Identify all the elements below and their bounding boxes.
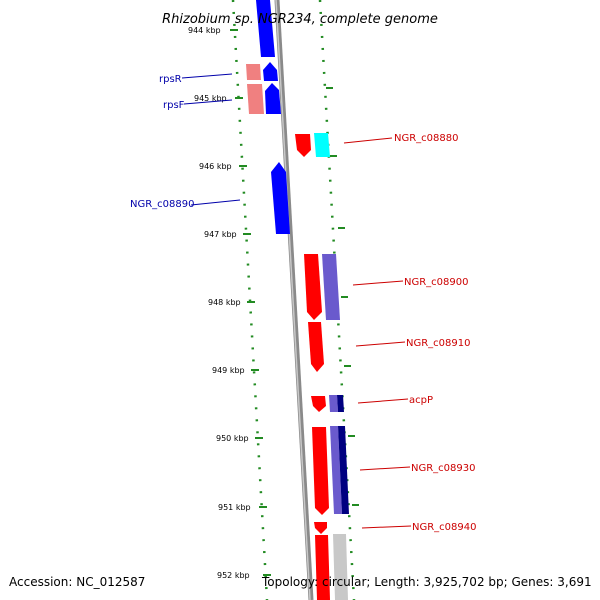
genome-backbone bbox=[274, 0, 314, 600]
gene-label-NGR_c08930: NGR_c08930 bbox=[411, 463, 476, 474]
label-leaders bbox=[181, 73, 412, 529]
gene-label-NGR_c08940: NGR_c08940 bbox=[412, 522, 477, 533]
topology-text: Topology: circular; Length: 3,925,702 bp… bbox=[261, 575, 592, 589]
gene-slate-box bbox=[322, 254, 340, 320]
gene-label-NGR_c08900: NGR_c08900 bbox=[404, 277, 469, 288]
gene-slate-box bbox=[329, 395, 338, 412]
gene-NGR_c08890-arrow bbox=[271, 162, 290, 234]
leader-line bbox=[359, 466, 411, 471]
gene-rpsR-arrow bbox=[263, 62, 278, 81]
gene-label-rpsR: rpsR bbox=[159, 74, 182, 85]
gene-label-acpP: acpP bbox=[409, 395, 433, 406]
genome-backbone-highlight bbox=[275, 0, 311, 600]
tick-label: 944 kbp bbox=[188, 26, 221, 35]
tick-label: 947 kbp bbox=[204, 230, 237, 239]
scale-ticks bbox=[230, 29, 359, 576]
leader-line bbox=[181, 73, 233, 79]
tick-label: 950 kbp bbox=[216, 434, 249, 443]
tick-label: 952 kbp bbox=[217, 571, 250, 580]
gene-NGR_c08900-red bbox=[304, 254, 322, 320]
scale-tick-labels: 944 kbp 945 kbp 946 kbp 947 kbp 948 kbp … bbox=[188, 26, 251, 580]
gene-NGR_c08940-red bbox=[314, 522, 327, 534]
leader-line bbox=[183, 99, 233, 105]
leader-line bbox=[190, 199, 241, 206]
leader-line bbox=[361, 525, 412, 529]
leader-line bbox=[352, 280, 404, 286]
gene-NGR_c08880-red bbox=[295, 134, 311, 157]
gene-NGR_c08910-red bbox=[308, 322, 324, 372]
gene-cyan-box bbox=[314, 133, 330, 157]
leader-line bbox=[343, 137, 393, 144]
gene-label-rpsF: rpsF bbox=[163, 100, 185, 111]
gene-feature-red bbox=[315, 535, 330, 600]
gene-rpsF-arrow bbox=[265, 83, 281, 114]
tick-label: 946 kbp bbox=[199, 162, 232, 171]
leader-line bbox=[355, 341, 406, 347]
gene-navy-box bbox=[337, 395, 344, 412]
gene-feature-blue bbox=[256, 0, 275, 57]
genome-title: Rhizobium sp. NGR234, complete genome bbox=[162, 12, 438, 27]
leader-line bbox=[357, 398, 409, 404]
gene-features bbox=[246, 0, 349, 600]
gene-label-NGR_c08880: NGR_c08880 bbox=[394, 133, 459, 144]
gene-acpP-red bbox=[311, 396, 326, 412]
accession-text: Accession: NC_012587 bbox=[9, 575, 145, 589]
tick-label: 951 kbp bbox=[218, 503, 251, 512]
tick-label: 948 kbp bbox=[208, 298, 241, 307]
gene-label-NGR_c08890: NGR_c08890 bbox=[130, 199, 195, 210]
gene-label-NGR_c08910: NGR_c08910 bbox=[406, 338, 471, 349]
left-dotted-guide bbox=[231, 0, 269, 600]
gene-feature-pink bbox=[246, 64, 261, 80]
gene-feature-pink bbox=[247, 84, 264, 114]
gene-navy-box bbox=[338, 426, 349, 514]
gene-NGR_c08930-red bbox=[312, 427, 329, 515]
gene-labels: rpsR rpsF NGR_c08880 NGR_c08890 NGR_c089… bbox=[130, 74, 477, 533]
gene-gray-box bbox=[333, 534, 348, 600]
tick-label: 949 kbp bbox=[212, 366, 245, 375]
tick-label: 945 kbp bbox=[194, 94, 227, 103]
